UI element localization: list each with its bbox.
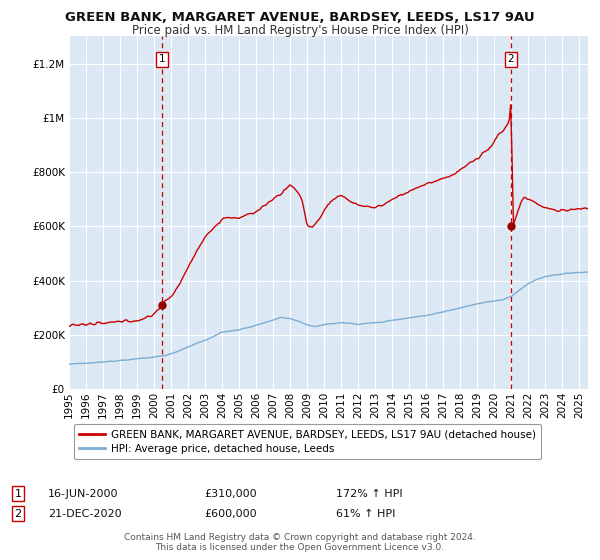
Text: Price paid vs. HM Land Registry's House Price Index (HPI): Price paid vs. HM Land Registry's House … xyxy=(131,24,469,36)
Text: 61% ↑ HPI: 61% ↑ HPI xyxy=(336,508,395,519)
Text: 172% ↑ HPI: 172% ↑ HPI xyxy=(336,489,403,499)
Text: £600,000: £600,000 xyxy=(204,508,257,519)
Text: 1: 1 xyxy=(14,489,22,499)
Text: GREEN BANK, MARGARET AVENUE, BARDSEY, LEEDS, LS17 9AU: GREEN BANK, MARGARET AVENUE, BARDSEY, LE… xyxy=(65,11,535,24)
Text: £310,000: £310,000 xyxy=(204,489,257,499)
Text: 2: 2 xyxy=(14,508,22,519)
Text: Contains HM Land Registry data © Crown copyright and database right 2024.: Contains HM Land Registry data © Crown c… xyxy=(124,533,476,542)
Text: 21-DEC-2020: 21-DEC-2020 xyxy=(48,508,122,519)
Text: 1: 1 xyxy=(158,54,165,64)
Legend: GREEN BANK, MARGARET AVENUE, BARDSEY, LEEDS, LS17 9AU (detached house), HPI: Ave: GREEN BANK, MARGARET AVENUE, BARDSEY, LE… xyxy=(74,424,541,459)
Text: 16-JUN-2000: 16-JUN-2000 xyxy=(48,489,119,499)
Text: This data is licensed under the Open Government Licence v3.0.: This data is licensed under the Open Gov… xyxy=(155,543,445,552)
Text: 2: 2 xyxy=(508,54,514,64)
